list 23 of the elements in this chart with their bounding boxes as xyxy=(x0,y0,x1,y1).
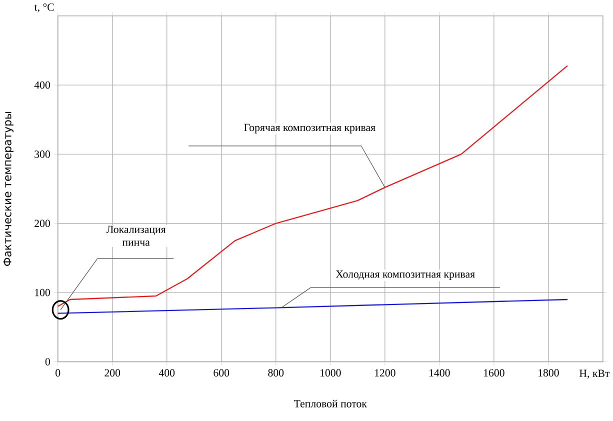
x-tick-label: 1800 xyxy=(538,369,559,376)
x-axis-title: Тепловой поток xyxy=(294,400,367,408)
x-tick-label: 1600 xyxy=(484,369,504,376)
text: H, кВт xyxy=(579,370,610,378)
text: t, °C xyxy=(34,3,54,12)
x-tick-label: 1400 xyxy=(430,369,450,376)
line-series xyxy=(57,64,568,307)
x-tick-label: 1000 xyxy=(320,369,341,376)
x-tick-label: 600 xyxy=(214,369,230,376)
x-tick-label: 1200 xyxy=(374,369,396,376)
y-axis-title: Фактические температуры xyxy=(3,112,14,266)
x-tick-label: 800 xyxy=(268,369,284,376)
x-tick-label: 0 xyxy=(56,369,60,376)
annotation: Локализация пинча xyxy=(106,226,166,246)
y-tick-label: 100 xyxy=(35,288,50,296)
annotation: Холодная композитная кривая xyxy=(336,270,475,280)
y-tick-label: 400 xyxy=(34,81,50,89)
x-tick-label: 200 xyxy=(104,369,120,376)
x-tick-label: 400 xyxy=(158,369,175,376)
annotation: Горячая композитная кривая xyxy=(244,124,376,134)
y-tick-label: 200 xyxy=(34,220,50,227)
y-tick-label: 300 xyxy=(34,150,50,158)
y-tick-label: 0 xyxy=(45,358,50,366)
